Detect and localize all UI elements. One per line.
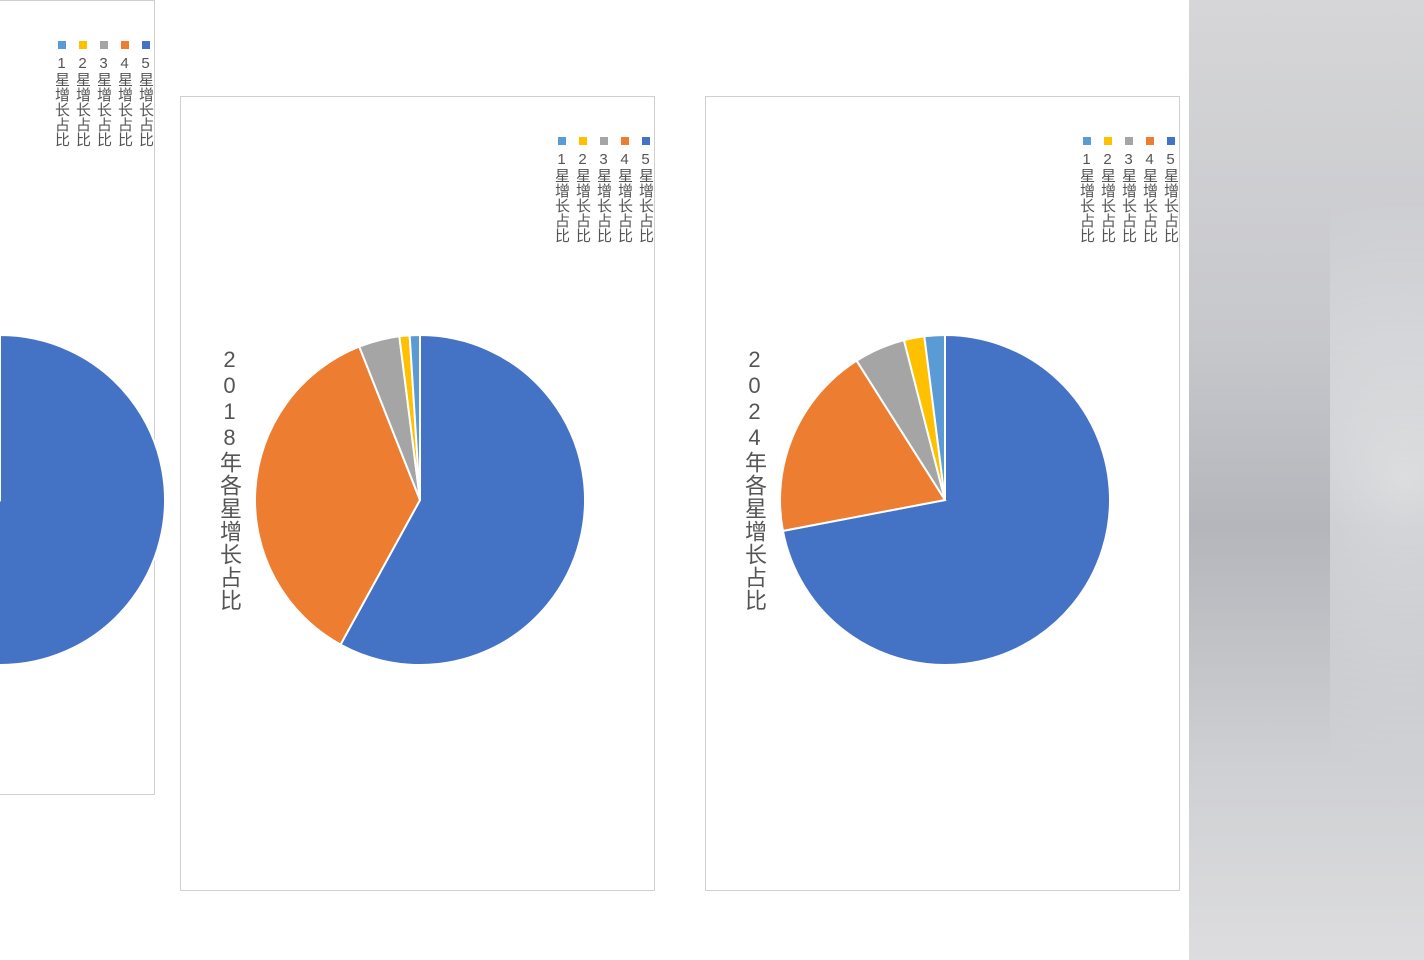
pie-layer	[0, 0, 1424, 960]
pie-slice-star5	[0, 335, 165, 665]
